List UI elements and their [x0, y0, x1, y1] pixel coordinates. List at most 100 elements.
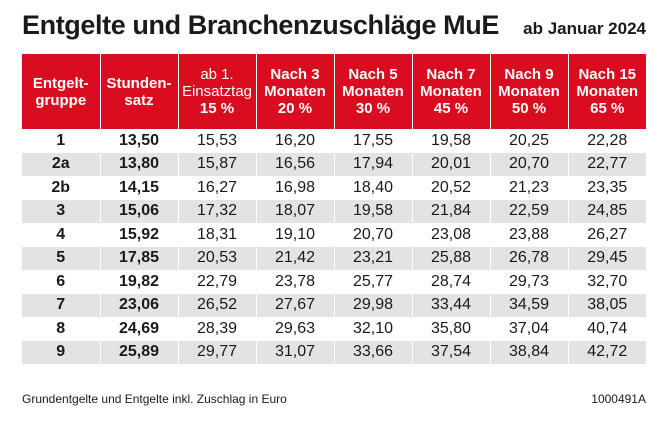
- table-body: 1 13,50 15,53 16,20 17,55 19,58 20,25 22,28 2a 13…: [22, 129, 646, 364]
- cell-value: 37,54: [412, 340, 491, 364]
- cell-value: 38,84: [490, 340, 569, 364]
- cell-value: 33,66: [334, 340, 413, 364]
- cell-value: 20,70: [490, 152, 569, 176]
- cell-value: 23,78: [256, 270, 335, 294]
- cell-value: 28,39: [178, 317, 257, 341]
- header-line: ab 1.: [200, 66, 234, 83]
- cell-entgeltgruppe: 7: [22, 293, 101, 317]
- table-row: 3 15,06 17,32 18,07 19,58 21,84 22,59 24,85: [22, 199, 646, 223]
- cell-value: 18,40: [334, 176, 413, 200]
- header-percent: 50 %: [511, 100, 547, 117]
- cell-value: 37,04: [490, 317, 569, 341]
- header-line: Nach 3: [270, 66, 320, 83]
- cell-value: 16,56: [256, 152, 335, 176]
- header-line: Stunden-: [106, 74, 172, 92]
- header-row: Entgelt- gruppe Stunden- satz ab 1. Eins…: [22, 54, 646, 129]
- header-percent: 20 %: [277, 100, 313, 117]
- table-row: 7 23,06 26,52 27,67 29,98 33,44 34,59 38,05: [22, 293, 646, 317]
- wage-table: Entgelt- gruppe Stunden- satz ab 1. Eins…: [22, 54, 646, 364]
- cell-value: 22,59: [490, 199, 569, 223]
- cell-value: 15,87: [178, 152, 257, 176]
- cell-value: 35,80: [412, 317, 491, 341]
- cell-value: 29,63: [256, 317, 335, 341]
- cell-entgeltgruppe: 9: [22, 340, 101, 364]
- cell-value: 26,78: [490, 246, 569, 270]
- cell-value: 20,01: [412, 152, 491, 176]
- cell-value: 24,85: [568, 199, 646, 223]
- cell-value: 22,28: [568, 129, 646, 153]
- header-nach-5-monaten: Nach 5 Monaten 30 %: [334, 54, 413, 129]
- cell-value: 20,25: [490, 129, 569, 153]
- cell-value: 20,70: [334, 223, 413, 247]
- cell-value: 18,31: [178, 223, 257, 247]
- cell-value: 19,58: [334, 199, 413, 223]
- cell-stundensatz: 15,06: [100, 199, 179, 223]
- header-line: Nach 15: [578, 66, 637, 83]
- cell-value: 29,45: [568, 246, 646, 270]
- header-line: Einsatztag: [181, 83, 253, 100]
- table-row: 5 17,85 20,53 21,42 23,21 25,88 26,78 29,45: [22, 246, 646, 270]
- cell-value: 22,79: [178, 270, 257, 294]
- cell-value: 21,23: [490, 176, 569, 200]
- cell-value: 33,44: [412, 293, 491, 317]
- cell-value: 32,70: [568, 270, 646, 294]
- cell-value: 42,72: [568, 340, 646, 364]
- cell-value: 26,52: [178, 293, 257, 317]
- page-title: Entgelte und Branchenzuschläge MuE: [22, 10, 499, 40]
- cell-value: 19,58: [412, 129, 491, 153]
- cell-value: 27,67: [256, 293, 335, 317]
- header-line: Monaten: [498, 83, 560, 100]
- cell-value: 19,10: [256, 223, 335, 247]
- cell-entgeltgruppe: 4: [22, 223, 101, 247]
- footnote: Grundentgelte und Entgelte inkl. Zuschla…: [22, 392, 287, 406]
- cell-value: 20,52: [412, 176, 491, 200]
- cell-stundensatz: 17,85: [100, 246, 179, 270]
- table-row: 6 19,82 22,79 23,78 25,77 28,74 29,73 32,70: [22, 270, 646, 294]
- header-nach-9-monaten: Nach 9 Monaten 50 %: [490, 54, 569, 129]
- cell-value: 18,07: [256, 199, 335, 223]
- cell-stundensatz: 14,15: [100, 176, 179, 200]
- table-row: 8 24,69 28,39 29,63 32,10 35,80 37,04 40,74: [22, 317, 646, 341]
- cell-entgeltgruppe: 1: [22, 129, 101, 153]
- header-line: Entgelt-: [32, 74, 89, 92]
- cell-value: 29,98: [334, 293, 413, 317]
- table-row: 4 15,92 18,31 19,10 20,70 23,08 23,88 26,27: [22, 223, 646, 247]
- page-subtitle: ab Januar 2024: [523, 19, 646, 38]
- cell-value: 38,05: [568, 293, 646, 317]
- header-line: Nach 7: [426, 66, 476, 83]
- graphic-code: 1000491A: [591, 392, 646, 406]
- header-stundensatz: Stunden- satz: [100, 54, 179, 129]
- table-row: 2b 14,15 16,27 16,98 18,40 20,52 21,23 23,35: [22, 176, 646, 200]
- header-line: gruppe: [35, 91, 87, 109]
- header-line: Monaten: [264, 83, 326, 100]
- header-percent: 45 %: [433, 100, 469, 117]
- cell-entgeltgruppe: 3: [22, 199, 101, 223]
- cell-stundensatz: 13,50: [100, 129, 179, 153]
- cell-value: 16,98: [256, 176, 335, 200]
- header-percent: 15 %: [199, 100, 235, 117]
- cell-stundensatz: 24,69: [100, 317, 179, 341]
- cell-value: 16,20: [256, 129, 335, 153]
- cell-value: 29,73: [490, 270, 569, 294]
- header-line: Nach 9: [504, 66, 554, 83]
- header-percent: 65 %: [590, 100, 625, 117]
- cell-value: 23,21: [334, 246, 413, 270]
- cell-value: 25,77: [334, 270, 413, 294]
- cell-value: 23,08: [412, 223, 491, 247]
- cell-value: 31,07: [256, 340, 335, 364]
- cell-stundensatz: 19,82: [100, 270, 179, 294]
- cell-stundensatz: 13,80: [100, 152, 179, 176]
- header-line: Monaten: [420, 83, 482, 100]
- cell-value: 29,77: [178, 340, 257, 364]
- cell-value: 15,53: [178, 129, 257, 153]
- cell-value: 34,59: [490, 293, 569, 317]
- cell-value: 17,94: [334, 152, 413, 176]
- header-line: satz: [124, 91, 154, 109]
- table-row: 1 13,50 15,53 16,20 17,55 19,58 20,25 22,28: [22, 129, 646, 153]
- cell-entgeltgruppe: 2b: [22, 176, 101, 200]
- cell-value: 16,27: [178, 176, 257, 200]
- cell-value: 32,10: [334, 317, 413, 341]
- header-entgeltgruppe: Entgelt- gruppe: [22, 54, 101, 129]
- cell-value: 23,35: [568, 176, 646, 200]
